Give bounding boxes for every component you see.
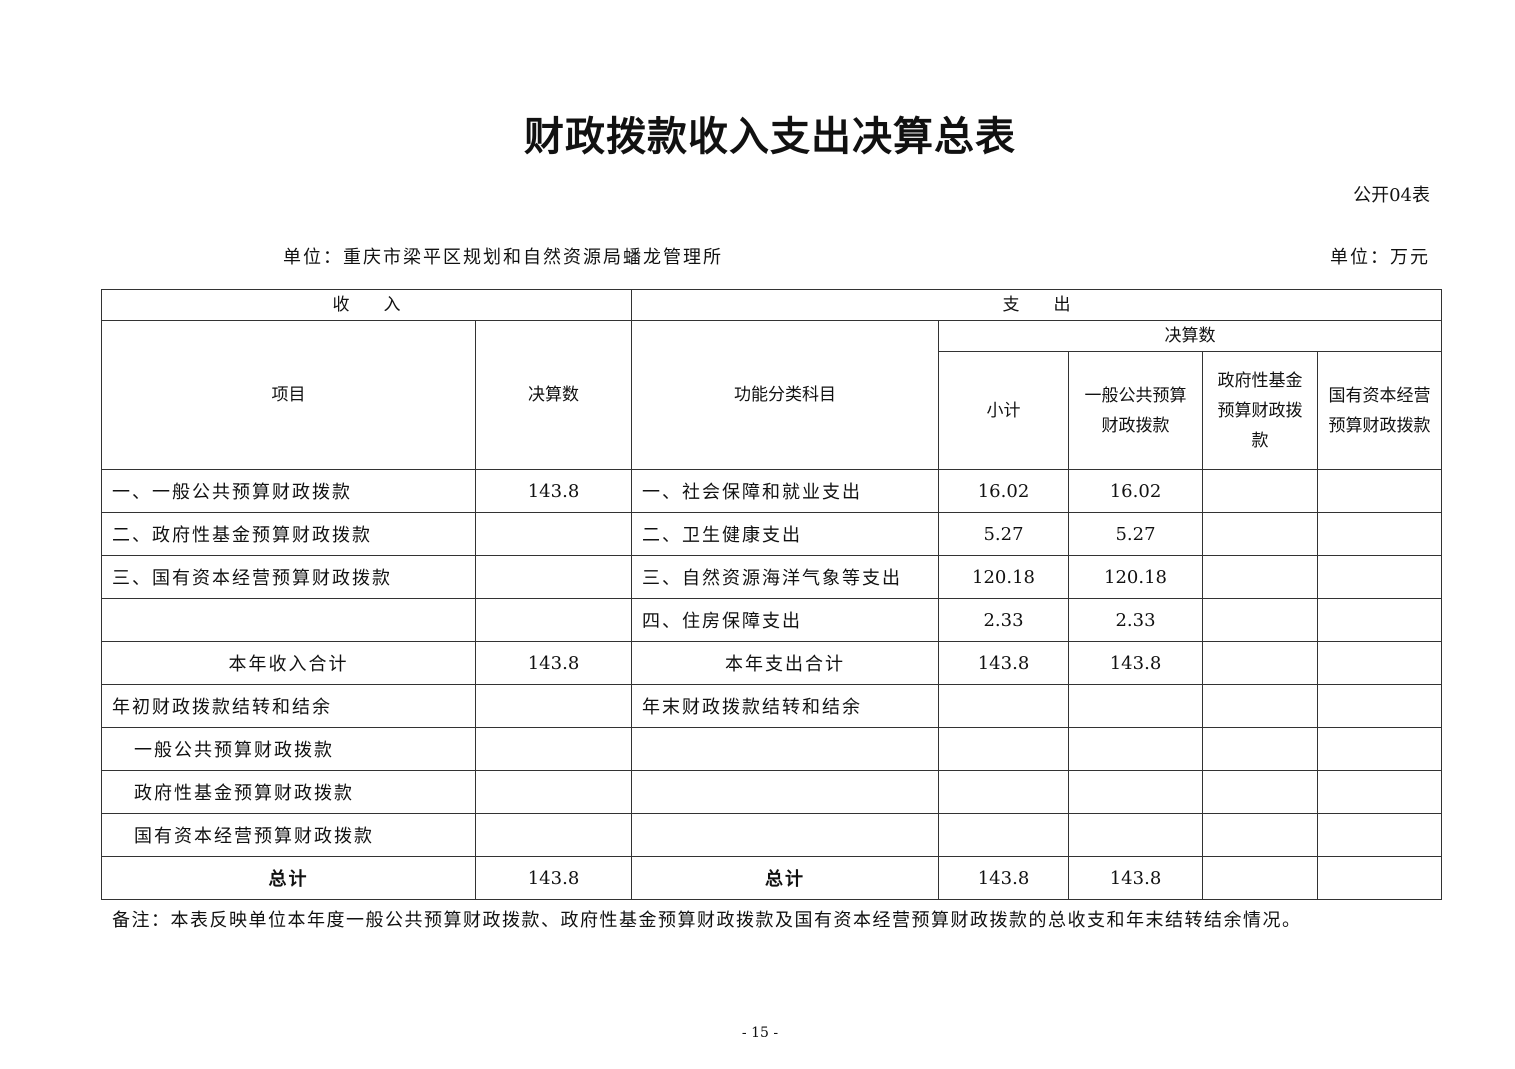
cell-income-amount — [475, 727, 632, 771]
cell-gov-fund — [1202, 555, 1318, 599]
cell-income-item: 总计 — [101, 856, 476, 900]
cell-gov-fund — [1202, 813, 1318, 857]
cell-expense-item: 本年支出合计 — [631, 641, 939, 685]
cell-gov-fund — [1202, 770, 1318, 814]
cell-state-capital — [1316, 598, 1443, 642]
cell-gov-fund — [1202, 469, 1318, 513]
table-row: 总计 143.8 总计 143.8 143.8 — [101, 856, 1443, 900]
cell-income-amount: 143.8 — [475, 469, 632, 513]
cell-income-amount: 143.8 — [475, 641, 632, 685]
header-expense-amount: 决算数 — [937, 320, 1443, 352]
cell-state-capital — [1316, 727, 1443, 771]
cell-expense-item: 年末财政拨款结转和结余 — [631, 684, 939, 728]
table-row: 本年收入合计 143.8 本年支出合计 143.8 143.8 — [101, 641, 1443, 685]
table-row: 三、国有资本经营预算财政拨款 三、自然资源海洋气象等支出 120.18 120.18 — [101, 555, 1443, 599]
cell-subtotal: 143.8 — [938, 856, 1069, 900]
header-subtotal: 小计 — [938, 351, 1069, 470]
cell-gov-fund — [1202, 727, 1318, 771]
table-row: 年初财政拨款结转和结余 年末财政拨款结转和结余 — [101, 684, 1443, 728]
cell-expense-item: 三、自然资源海洋气象等支出 — [631, 555, 939, 599]
cell-gov-fund — [1202, 684, 1318, 728]
cell-income-item — [101, 598, 476, 642]
cell-expense-item — [631, 813, 939, 857]
cell-state-capital — [1316, 512, 1443, 556]
cell-income-item: 三、国有资本经营预算财政拨款 — [101, 555, 476, 599]
cell-state-capital — [1316, 856, 1443, 900]
cell-income-item: 一、一般公共预算财政拨款 — [101, 469, 476, 513]
unit-organization: 单位：重庆市梁平区规划和自然资源局蟠龙管理所 — [283, 247, 723, 268]
cell-income-amount — [475, 770, 632, 814]
cell-general-budget: 16.02 — [1068, 469, 1203, 513]
cell-income-amount — [475, 813, 632, 857]
cell-state-capital — [1316, 641, 1443, 685]
cell-subtotal: 5.27 — [938, 512, 1069, 556]
cell-state-capital — [1316, 813, 1443, 857]
cell-state-capital — [1316, 684, 1443, 728]
cell-income-amount: 143.8 — [475, 856, 632, 900]
cell-income-amount — [475, 512, 632, 556]
cell-expense-item — [631, 727, 939, 771]
table-row: 一、一般公共预算财政拨款 143.8 一、社会保障和就业支出 16.02 16.02 — [101, 469, 1443, 513]
table-number: 公开04表 — [1353, 185, 1430, 206]
header-income-amount: 决算数 — [475, 320, 632, 470]
cell-general-budget: 2.33 — [1068, 598, 1203, 642]
page-number: - 15 - — [741, 1025, 779, 1041]
table-row: 国有资本经营预算财政拨款 — [101, 813, 1443, 857]
cell-income-item: 一般公共预算财政拨款 — [101, 727, 476, 771]
table-row: 四、住房保障支出 2.33 2.33 — [101, 598, 1443, 642]
cell-subtotal: 143.8 — [938, 641, 1069, 685]
cell-expense-item: 总计 — [631, 856, 939, 900]
cell-income-item: 二、政府性基金预算财政拨款 — [101, 512, 476, 556]
cell-subtotal: 120.18 — [938, 555, 1069, 599]
cell-income-amount — [475, 684, 632, 728]
cell-income-item: 政府性基金预算财政拨款 — [101, 770, 476, 814]
cell-expense-item: 一、社会保障和就业支出 — [631, 469, 939, 513]
header-state-capital: 国有资本经营预算财政拨款 — [1316, 351, 1443, 470]
table-row: 政府性基金预算财政拨款 — [101, 770, 1443, 814]
cell-subtotal: 2.33 — [938, 598, 1069, 642]
cell-state-capital — [1316, 770, 1443, 814]
unit-currency: 单位：万元 — [1330, 247, 1430, 268]
cell-gov-fund — [1202, 641, 1318, 685]
table-row: 二、政府性基金预算财政拨款 二、卫生健康支出 5.27 5.27 — [101, 512, 1443, 556]
header-income: 收 入 — [101, 289, 632, 321]
cell-gov-fund — [1202, 856, 1318, 900]
budget-table: 收 入 支 出 项目 决算数 功能分类科目 决算数 小计 一般公共预算财政拨款 … — [101, 289, 1443, 900]
cell-expense-item — [631, 770, 939, 814]
cell-expense-item: 二、卫生健康支出 — [631, 512, 939, 556]
cell-income-item: 国有资本经营预算财政拨款 — [101, 813, 476, 857]
cell-gov-fund — [1202, 598, 1318, 642]
cell-state-capital — [1316, 555, 1443, 599]
cell-income-item: 本年收入合计 — [101, 641, 476, 685]
header-general-budget: 一般公共预算财政拨款 — [1068, 351, 1203, 470]
cell-general-budget: 143.8 — [1068, 641, 1203, 685]
cell-income-amount — [475, 555, 632, 599]
cell-general-budget: 120.18 — [1068, 555, 1203, 599]
cell-gov-fund — [1202, 512, 1318, 556]
cell-expense-item: 四、住房保障支出 — [631, 598, 939, 642]
cell-general-budget — [1068, 813, 1203, 857]
cell-subtotal — [938, 684, 1069, 728]
cell-subtotal: 16.02 — [938, 469, 1069, 513]
cell-general-budget — [1068, 727, 1203, 771]
cell-general-budget — [1068, 770, 1203, 814]
footnote: 备注：本表反映单位本年度一般公共预算财政拨款、政府性基金预算财政拨款及国有资本经… — [112, 910, 1302, 931]
header-item: 项目 — [101, 320, 476, 470]
cell-general-budget — [1068, 684, 1203, 728]
cell-subtotal — [938, 727, 1069, 771]
cell-general-budget: 143.8 — [1068, 856, 1203, 900]
cell-income-item: 年初财政拨款结转和结余 — [101, 684, 476, 728]
cell-income-amount — [475, 598, 632, 642]
page-title: 财政拨款收入支出决算总表 — [524, 113, 1016, 160]
table-row: 一般公共预算财政拨款 — [101, 727, 1443, 771]
header-expense: 支 出 — [630, 289, 1443, 321]
cell-subtotal — [938, 813, 1069, 857]
header-gov-fund: 政府性基金预算财政拨款 — [1202, 351, 1318, 470]
header-func-category: 功能分类科目 — [631, 320, 939, 470]
cell-subtotal — [938, 770, 1069, 814]
cell-general-budget: 5.27 — [1068, 512, 1203, 556]
cell-state-capital — [1316, 469, 1443, 513]
